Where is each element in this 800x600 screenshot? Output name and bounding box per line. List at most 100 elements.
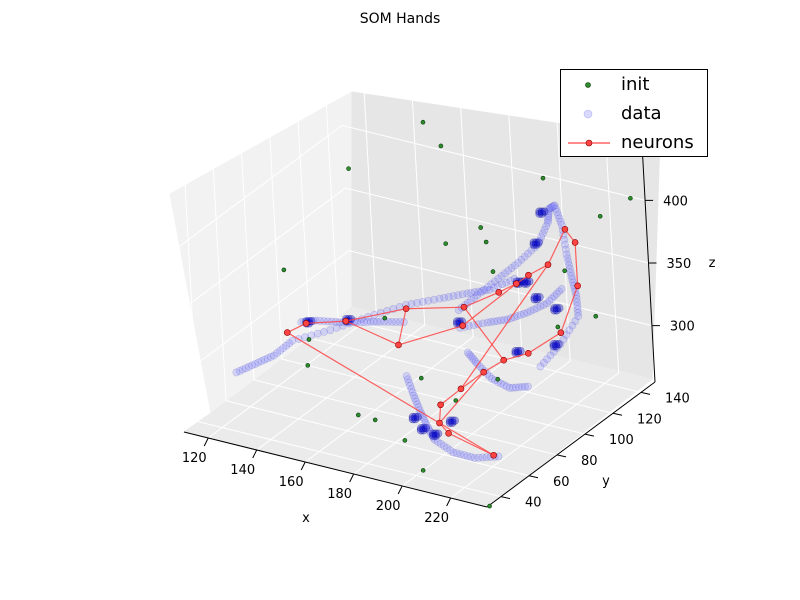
data-point [366, 317, 375, 326]
init-point [628, 195, 633, 201]
data-point [326, 326, 335, 334]
pane-floor [182, 306, 654, 508]
data-point [520, 309, 528, 318]
data-point [428, 431, 437, 440]
data-point [392, 318, 400, 326]
data-point-dense [520, 279, 529, 288]
data-point [408, 388, 417, 397]
data-point [486, 318, 495, 326]
neuron-point [574, 282, 581, 290]
data-point [245, 362, 253, 371]
data-point [496, 379, 505, 388]
y-tick [640, 391, 651, 395]
y-tick-label: 40 [525, 496, 542, 511]
data-point [449, 292, 458, 300]
data-point [480, 285, 489, 294]
y-axis-line [486, 381, 656, 508]
init-point [306, 337, 312, 342]
init-point [346, 166, 351, 171]
x-gridline [256, 86, 426, 451]
data-point [563, 254, 572, 262]
data-point [571, 317, 580, 325]
data-point [363, 318, 372, 326]
init-point [597, 213, 603, 219]
data-point [504, 266, 513, 275]
data-point [538, 229, 547, 238]
data-point [402, 372, 411, 380]
neuron-link-line [286, 332, 494, 456]
data-point-dense [429, 431, 438, 440]
data-point [453, 449, 461, 458]
x-gridline [207, 74, 377, 439]
data-point [533, 240, 542, 249]
data-point [533, 304, 542, 312]
data-point-dense [550, 306, 559, 315]
data-point [463, 348, 472, 357]
neuron-point [437, 401, 444, 409]
x-tick-label: 140 [230, 463, 255, 478]
data-point [429, 433, 438, 442]
data-point [482, 453, 491, 462]
data-point-dense [448, 418, 457, 427]
data-point [544, 211, 553, 220]
data-point-dense [522, 279, 531, 288]
x-tick-label: 160 [279, 475, 304, 490]
data-point [502, 278, 511, 287]
neuron-point [459, 322, 467, 329]
data-point [494, 274, 503, 283]
data-point-dense [419, 426, 428, 435]
data-point [567, 272, 576, 280]
y-tick [612, 412, 623, 416]
data-point [409, 391, 418, 400]
data-point-dense [552, 304, 561, 313]
data-point [499, 381, 508, 389]
data-point [565, 264, 574, 273]
x-tick [349, 473, 355, 483]
data-point-dense [549, 340, 558, 349]
data-point-dense [431, 431, 440, 440]
data-point [523, 308, 532, 317]
init-point [420, 468, 426, 473]
data-point [444, 293, 453, 301]
data-point [520, 252, 529, 261]
x-tick-label: 200 [376, 499, 401, 514]
data-point-dense [416, 424, 426, 433]
data-point [433, 437, 442, 446]
data-point-dense [537, 207, 547, 216]
data-point-dense [532, 240, 541, 249]
data-point [501, 269, 509, 278]
data-point [556, 217, 565, 226]
x-tick [446, 497, 452, 507]
data-point [470, 356, 479, 364]
y-gridline [268, 121, 586, 435]
neuron-point [524, 350, 532, 357]
init-point [490, 269, 496, 274]
data-point [544, 216, 552, 225]
data-point [529, 305, 538, 314]
data-point [508, 383, 517, 392]
neuron-link-line [398, 325, 463, 346]
neuron-point [525, 271, 532, 279]
data-point [465, 350, 474, 359]
data-point [562, 250, 571, 259]
data-point [403, 375, 412, 384]
data-point [419, 413, 428, 422]
data-point [479, 319, 487, 328]
chart-title: SOM Hands [360, 11, 441, 27]
data-point [430, 295, 438, 304]
neuron-point [513, 280, 520, 287]
data-point [436, 440, 445, 448]
x-tick-label: 120 [182, 451, 207, 466]
data-point [420, 416, 429, 425]
data-point-dense [535, 209, 544, 218]
init-point [443, 241, 448, 246]
data-point [405, 378, 413, 387]
data-point [388, 317, 397, 326]
data-point [320, 327, 328, 336]
x-tick [252, 449, 258, 459]
data-point [540, 226, 549, 234]
data-point [498, 280, 506, 289]
data-point [549, 202, 558, 210]
neuron-point [490, 451, 497, 459]
init-point [478, 225, 483, 230]
